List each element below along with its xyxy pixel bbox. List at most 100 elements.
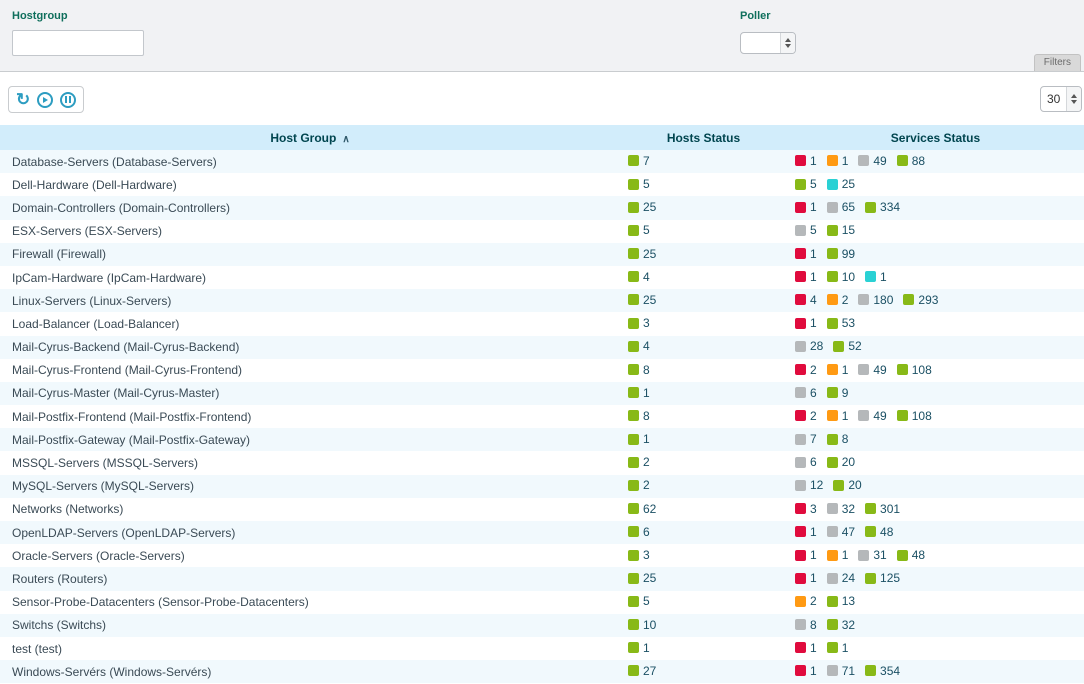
refresh-button[interactable]: ↻ [16, 91, 30, 108]
status-badge-warning[interactable]: 1 [826, 548, 848, 562]
status-badge-unknown[interactable]: 7 [795, 432, 817, 446]
status-badge-ok[interactable]: 1 [628, 386, 650, 400]
status-badge-critical[interactable]: 1 [795, 664, 817, 678]
status-badge-ok[interactable]: 52 [833, 339, 862, 353]
status-badge-unknown[interactable]: 180 [858, 293, 893, 307]
rows-per-page-select[interactable]: 30 [1040, 86, 1082, 112]
status-badge-unknown[interactable]: 49 [858, 409, 887, 423]
status-badge-critical[interactable]: 1 [795, 548, 817, 562]
status-badge-ok[interactable]: 7 [628, 154, 650, 168]
status-badge-unknown[interactable]: 12 [795, 478, 823, 492]
status-badge-ok[interactable]: 10 [826, 270, 855, 284]
status-badge-ok[interactable]: 1 [628, 432, 650, 446]
hostgroup-link[interactable]: ESX-Servers (ESX-Servers) [12, 224, 163, 239]
status-badge-ok[interactable]: 25 [628, 200, 656, 214]
play-button[interactable] [37, 91, 54, 108]
status-badge-warning[interactable]: 1 [826, 409, 848, 423]
filters-toggle-button[interactable]: Filters [1033, 54, 1081, 71]
hostgroup-link[interactable]: Database-Servers (Database-Servers) [12, 154, 217, 169]
status-badge-ok[interactable]: 8 [826, 432, 848, 446]
hostgroup-link[interactable]: Domain-Controllers (Domain-Controllers) [12, 200, 231, 215]
hostgroup-link[interactable]: Firewall (Firewall) [12, 247, 107, 262]
hostgroup-link[interactable]: Mail-Cyrus-Master (Mail-Cyrus-Master) [12, 386, 220, 401]
status-badge-critical[interactable]: 2 [795, 363, 817, 377]
status-badge-unknown[interactable]: 5 [795, 223, 817, 237]
status-badge-ok[interactable]: 334 [865, 200, 900, 214]
status-badge-ok[interactable]: 53 [826, 316, 855, 330]
status-badge-ok[interactable]: 301 [865, 502, 900, 516]
status-badge-ok[interactable]: 25 [628, 571, 656, 585]
hostgroup-link[interactable]: Load-Balancer (Load-Balancer) [12, 316, 180, 331]
status-badge-unknown[interactable]: 32 [826, 502, 855, 516]
hostgroup-link[interactable]: OpenLDAP-Servers (OpenLDAP-Servers) [12, 525, 236, 540]
status-badge-unknown[interactable]: 8 [795, 618, 817, 632]
status-badge-ok[interactable]: 5 [628, 223, 650, 237]
pause-button[interactable] [60, 91, 77, 108]
status-badge-ok[interactable]: 9 [826, 386, 848, 400]
status-badge-warning[interactable]: 2 [826, 293, 848, 307]
column-header-hostgroup[interactable]: Host Group ∧ [0, 125, 620, 150]
status-badge-unknown[interactable]: 31 [858, 548, 887, 562]
status-badge-critical[interactable]: 1 [795, 247, 817, 261]
hostgroup-link[interactable]: Oracle-Servers (Oracle-Servers) [12, 548, 185, 563]
status-badge-ok[interactable]: 5 [795, 177, 817, 191]
status-badge-unknown[interactable]: 24 [826, 571, 855, 585]
hostgroup-link[interactable]: Windows-Servérs (Windows-Servérs) [12, 664, 212, 679]
status-badge-ok[interactable]: 354 [865, 664, 900, 678]
status-badge-ok[interactable]: 6 [628, 525, 650, 539]
hostgroup-link[interactable]: Linux-Servers (Linux-Servers) [12, 293, 172, 308]
status-badge-unknown[interactable]: 71 [826, 664, 855, 678]
status-badge-critical[interactable]: 1 [795, 200, 817, 214]
hostgroup-link[interactable]: Mail-Cyrus-Frontend (Mail-Cyrus-Frontend… [12, 363, 243, 378]
status-badge-critical[interactable]: 1 [795, 525, 817, 539]
poller-select[interactable] [740, 32, 796, 54]
hostgroup-link[interactable]: Networks (Networks) [12, 502, 124, 517]
column-header-services-status[interactable]: Services Status [787, 125, 1084, 150]
status-badge-unknown[interactable]: 65 [826, 200, 855, 214]
status-badge-ok[interactable]: 88 [896, 154, 925, 168]
hostgroup-link[interactable]: Sensor-Probe-Datacenters (Sensor-Probe-D… [12, 595, 309, 610]
column-header-hosts-status[interactable]: Hosts Status [620, 125, 787, 150]
status-badge-ok[interactable]: 25 [628, 293, 656, 307]
status-badge-ok[interactable]: 4 [628, 339, 650, 353]
status-badge-ok[interactable]: 10 [628, 618, 656, 632]
status-badge-critical[interactable]: 1 [795, 571, 817, 585]
status-badge-ok[interactable]: 8 [628, 363, 650, 377]
status-badge-unknown[interactable]: 6 [795, 386, 817, 400]
status-badge-unknown[interactable]: 6 [795, 455, 817, 469]
hostgroup-link[interactable]: test (test) [12, 641, 63, 656]
status-badge-critical[interactable]: 1 [795, 270, 817, 284]
status-badge-pending[interactable]: 25 [826, 177, 855, 191]
hostgroup-link[interactable]: Mail-Cyrus-Backend (Mail-Cyrus-Backend) [12, 340, 240, 355]
status-badge-ok[interactable]: 27 [628, 664, 656, 678]
status-badge-ok[interactable]: 13 [826, 594, 855, 608]
status-badge-ok[interactable]: 5 [628, 594, 650, 608]
status-badge-critical[interactable]: 4 [795, 293, 817, 307]
status-badge-ok[interactable]: 108 [896, 409, 932, 423]
status-badge-critical[interactable]: 1 [795, 154, 817, 168]
status-badge-ok[interactable]: 99 [826, 247, 855, 261]
status-badge-ok[interactable]: 5 [628, 177, 650, 191]
status-badge-ok[interactable]: 15 [826, 223, 855, 237]
status-badge-ok[interactable]: 48 [896, 548, 925, 562]
status-badge-warning[interactable]: 1 [826, 363, 848, 377]
status-badge-ok[interactable]: 32 [826, 618, 855, 632]
status-badge-ok[interactable]: 8 [628, 409, 650, 423]
hostgroup-link[interactable]: Mail-Postfix-Gateway (Mail-Postfix-Gatew… [12, 432, 251, 447]
status-badge-ok[interactable]: 62 [628, 502, 656, 516]
hostgroup-link[interactable]: Mail-Postfix-Frontend (Mail-Postfix-Fron… [12, 409, 252, 424]
status-badge-ok[interactable]: 4 [628, 270, 650, 284]
status-badge-ok[interactable]: 1 [628, 641, 650, 655]
hostgroup-link[interactable]: IpCam-Hardware (IpCam-Hardware) [12, 270, 207, 285]
hostgroup-link[interactable]: Switchs (Switchs) [12, 618, 107, 633]
status-badge-critical[interactable]: 1 [795, 641, 817, 655]
status-badge-ok[interactable]: 25 [628, 247, 656, 261]
status-badge-ok[interactable]: 20 [826, 455, 855, 469]
status-badge-ok[interactable]: 1 [826, 641, 848, 655]
status-badge-ok[interactable]: 2 [628, 455, 650, 469]
status-badge-ok[interactable]: 293 [903, 293, 938, 307]
status-badge-warning[interactable]: 1 [826, 154, 848, 168]
status-badge-ok[interactable]: 108 [896, 363, 932, 377]
status-badge-ok[interactable]: 2 [628, 478, 650, 492]
status-badge-unknown[interactable]: 47 [826, 525, 855, 539]
